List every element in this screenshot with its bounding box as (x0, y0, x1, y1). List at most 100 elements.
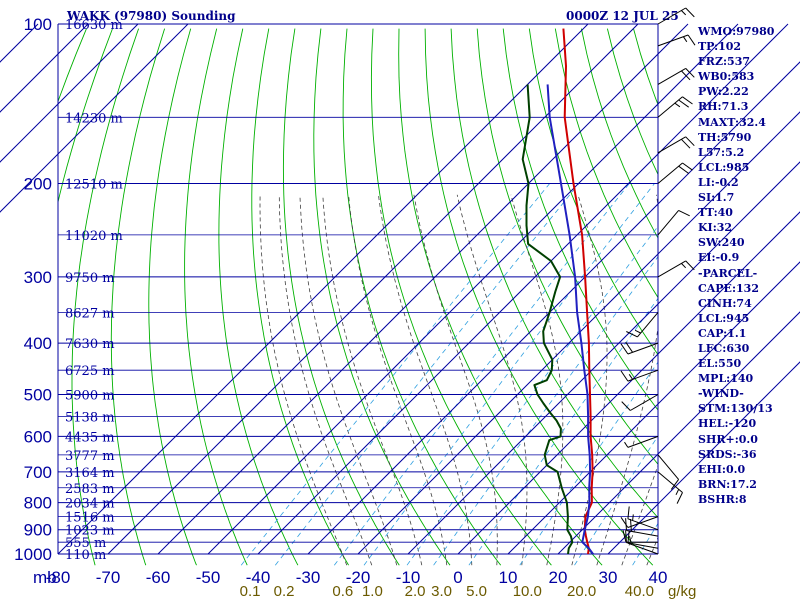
wind-barb-flag (620, 370, 629, 382)
dry-adiabat (502, 28, 658, 411)
height-label: 16630 m (65, 18, 123, 33)
index-item: CAPE:132 (698, 281, 759, 295)
index-item: MAXT:32.4 (698, 115, 766, 129)
pressure-tick-label: 1000 (14, 545, 52, 564)
dry-adiabat (476, 28, 658, 465)
wind-barb-flag (670, 479, 680, 490)
wind-barb-shaft (657, 260, 686, 278)
wind-barb-flag (678, 99, 689, 108)
pressure-tick-label: 400 (24, 334, 52, 353)
wind-barb (620, 516, 659, 528)
index-item: WB0:583 (698, 70, 755, 84)
dry-adiabat (313, 28, 451, 566)
pressure-unit-label: mb (33, 568, 57, 587)
wind-barb-flag (625, 341, 634, 353)
wind-barb-shaft (627, 542, 659, 555)
wind-barb (657, 471, 683, 504)
index-item: LFC:630 (698, 341, 750, 355)
mixing-ratio-label: 0.2 (274, 583, 295, 600)
wind-barb-flag (627, 506, 630, 519)
dry-adiabat (282, 28, 400, 566)
wind-barb-flag (676, 492, 683, 504)
index-item: FRZ:537 (698, 55, 751, 69)
index-item: RH:71.3 (698, 100, 749, 114)
dry-adiabat (184, 28, 248, 566)
pressure-tick-label: 300 (24, 268, 52, 287)
pressure-tick-label: 100 (24, 15, 52, 34)
mixing-ratio-label: 1.0 (362, 583, 383, 600)
height-label: 4435 m (65, 430, 115, 445)
mixing-ratio-unit: g/kg (668, 583, 696, 600)
index-item: CAP:1.1 (698, 326, 747, 340)
index-item: WMO:97980 (698, 25, 775, 38)
wind-barb (625, 530, 659, 549)
wind-barb-shaft (627, 342, 659, 355)
wind-barb-shaft (657, 471, 683, 493)
wind-barb-flag (685, 7, 695, 18)
wind-barb-shaft (657, 67, 686, 85)
wind-barb-half-flag (634, 329, 641, 334)
index-item: KI:32 (698, 221, 733, 235)
moist-adiabat (596, 194, 658, 566)
wind-barb-shaft (657, 136, 686, 154)
height-label: 555 m (65, 536, 106, 551)
height-label: 2034 m (65, 497, 115, 512)
height-label: 11020 m (65, 229, 123, 244)
wind-barb-half-flag (674, 102, 681, 108)
temperature-tick-label: 0 (453, 568, 462, 587)
wind-barb-flag (681, 70, 691, 81)
pressure-tick-label: 900 (24, 521, 52, 540)
mixing-ratio-label: 2.0 (405, 583, 426, 600)
mixing-ratio-line (406, 225, 658, 566)
wind-barb (657, 162, 693, 184)
profiles (521, 28, 594, 555)
height-label: 110 m (65, 548, 106, 563)
height-label: 12510 m (65, 178, 123, 193)
wind-barb (657, 96, 693, 118)
index-item: LCL:945 (698, 311, 750, 325)
temperature-tick-label: 20 (549, 568, 568, 587)
parcel-profile (546, 84, 594, 555)
index-item: TT:40 (698, 206, 733, 220)
temperature-tick-label: -60 (146, 568, 171, 587)
dry-adiabat (148, 28, 197, 566)
dry-adiabat (528, 28, 658, 356)
index-item: STM:130/13 (698, 402, 773, 416)
wind-barb-shaft (627, 369, 659, 382)
chart-title: WAKK (97980) Sounding (67, 9, 236, 23)
wind-barb-shaft (657, 454, 679, 480)
height-label: 3164 m (65, 466, 115, 481)
dry-adiabat (218, 28, 299, 566)
wind-barb-half-flag (629, 536, 632, 543)
isotherm (307, 61, 800, 555)
index-item: SHR+:0.0 (698, 432, 758, 446)
wind-barb (620, 341, 659, 355)
wind-barb-shaft (627, 435, 659, 448)
pressure-tick-label: 700 (24, 463, 52, 482)
wind-barb (626, 312, 659, 338)
isotherm (207, 23, 739, 555)
wind-barb-flag (621, 401, 631, 411)
wind-barb-half-flag (628, 374, 634, 380)
index-item: SW:240 (698, 236, 745, 250)
index-item: MPL:140 (698, 372, 754, 386)
moist-adiabat (259, 194, 348, 566)
wind-barb-flag (678, 209, 690, 217)
wind-barb-flag (685, 260, 695, 271)
isotherm (607, 361, 800, 555)
wind-barb (657, 209, 690, 236)
mixing-ratio-line (632, 522, 658, 566)
wind-barb-flag (625, 530, 627, 543)
wind-barb-shaft (637, 312, 659, 338)
height-label: 8627 m (65, 306, 115, 321)
wind-barb (622, 530, 658, 543)
wind-barb-flag (620, 343, 629, 355)
mixing-ratio-label: 40.0 (625, 583, 654, 600)
wind-barb-shaft (626, 542, 659, 549)
isotherm (57, 23, 589, 555)
index-item: CINH:74 (698, 296, 752, 310)
pressure-tick-label: 200 (24, 175, 52, 194)
isotherm (0, 23, 139, 163)
height-label: 3777 m (65, 449, 115, 464)
